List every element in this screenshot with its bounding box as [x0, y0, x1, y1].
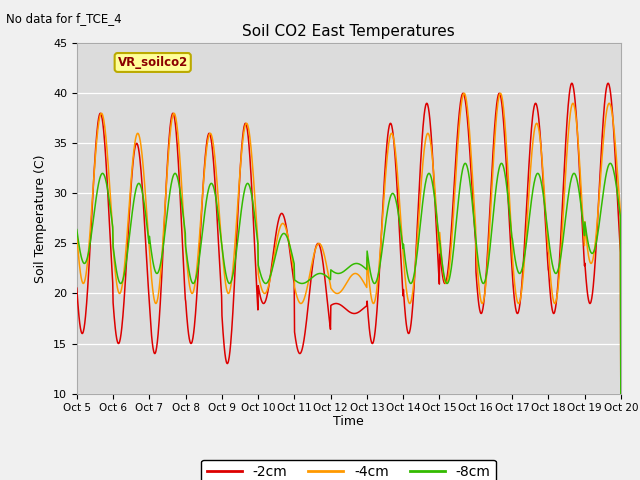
X-axis label: Time: Time [333, 415, 364, 428]
Title: Soil CO2 East Temperatures: Soil CO2 East Temperatures [243, 24, 455, 39]
Legend: -2cm, -4cm, -8cm: -2cm, -4cm, -8cm [202, 460, 496, 480]
Y-axis label: Soil Temperature (C): Soil Temperature (C) [35, 154, 47, 283]
Text: No data for f_TCE_4: No data for f_TCE_4 [6, 12, 122, 25]
Text: VR_soilco2: VR_soilco2 [118, 56, 188, 69]
